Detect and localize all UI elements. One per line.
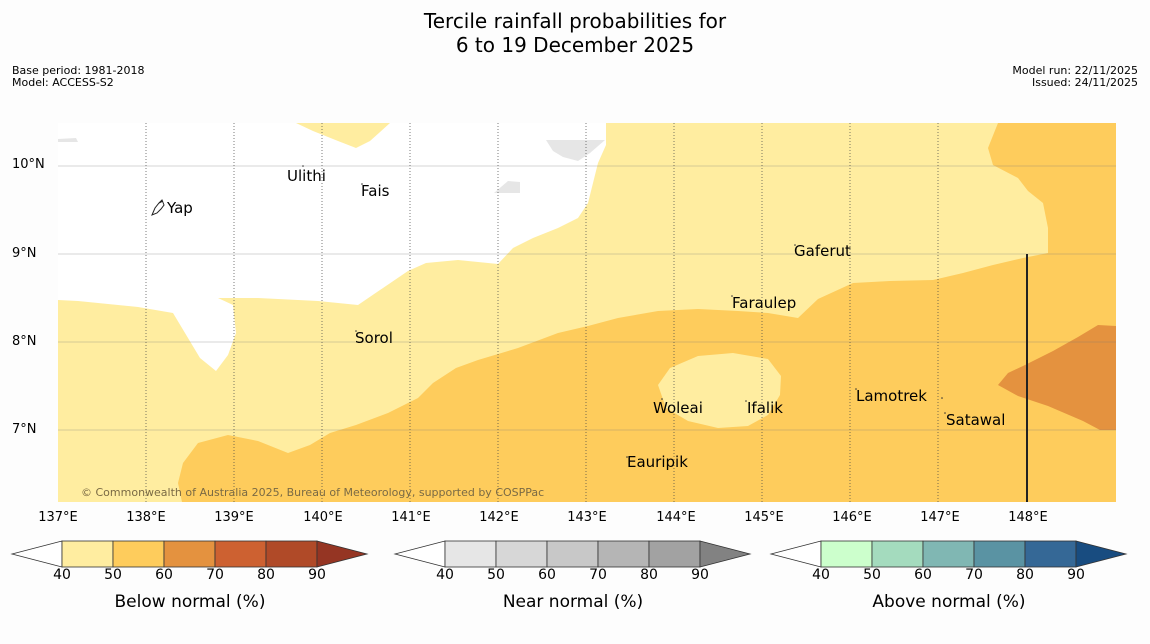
place-label-fais: Fais <box>361 182 390 200</box>
issued-text: Issued: 24/11/2025 <box>1031 76 1138 89</box>
above-normal-tick-50: 50 <box>863 567 881 583</box>
place-label-sorol: Sorol <box>355 329 393 347</box>
place-label-satawal: Satawal <box>946 411 1005 429</box>
below-normal-50-60-region <box>178 123 1116 502</box>
near-normal-tick-90: 90 <box>691 567 709 583</box>
near-normal-tick-70: 70 <box>589 567 607 583</box>
near-normal-40-50-patch-2 <box>494 181 520 193</box>
above-normal-swatch-60-70 <box>922 540 975 568</box>
lon-label-145e: 145°E <box>744 510 784 525</box>
lon-label-142e: 142°E <box>479 510 519 525</box>
below-normal-40-50-woleai-patch <box>658 353 781 428</box>
place-label-lamotrek: Lamotrek <box>856 387 927 405</box>
lon-label-146e: 146°E <box>832 510 872 525</box>
below-normal-over-triangle <box>316 540 369 568</box>
base-period-info: Base period: 1981-2018 Model: ACCESS-S2 <box>12 65 144 89</box>
lon-label-137e: 137°E <box>38 510 78 525</box>
below-normal-40-50-gaferut-tongue <box>848 186 973 201</box>
above-normal-colorbar-label: Above normal (%) <box>872 592 1026 612</box>
model-text: Model: ACCESS-S2 <box>12 76 114 89</box>
below-normal-swatch-50-60 <box>112 540 165 568</box>
place-label-yap: Yap <box>166 199 193 217</box>
yap-island-shape <box>151 199 165 216</box>
near-normal-under-triangle <box>393 540 446 568</box>
above-normal-tick-40: 40 <box>812 567 830 583</box>
below-normal-tick-40: 40 <box>53 567 71 583</box>
near-normal-swatch-40-50 <box>444 540 497 568</box>
below-normal-tick-80: 80 <box>257 567 275 583</box>
below-normal-swatch-70-80 <box>214 540 267 568</box>
near-normal-tick-40: 40 <box>436 567 454 583</box>
place-label-woleai: Woleai <box>653 399 703 417</box>
near-normal-over-triangle <box>699 540 752 568</box>
below-normal-tick-60: 60 <box>155 567 173 583</box>
lat-label-9n: 9°N <box>12 246 37 261</box>
place-label-ulithi: Ulithi <box>287 167 326 185</box>
lon-label-143e: 143°E <box>567 510 607 525</box>
below-normal-60-70-region <box>998 325 1116 430</box>
near-normal-swatch-80-90 <box>648 540 701 568</box>
lon-label-138e: 138°E <box>126 510 166 525</box>
lat-label-8n: 8°N <box>12 334 37 349</box>
lon-label-148e: 148°E <box>1008 510 1048 525</box>
place-label-ifalik: Ifalik <box>747 399 783 417</box>
above-normal-over-triangle <box>1075 540 1128 568</box>
above-normal-under-triangle <box>769 540 822 568</box>
near-normal-colorbar-label: Near normal (%) <box>502 592 644 612</box>
above-normal-tick-80: 80 <box>1016 567 1034 583</box>
above-normal-swatch-80-90 <box>1024 540 1077 568</box>
below-normal-40-50-north-patch <box>296 123 390 148</box>
near-normal-40-50-patch-3 <box>58 138 78 142</box>
lon-label-141e: 141°E <box>391 510 431 525</box>
near-normal-tick-50: 50 <box>487 567 505 583</box>
near-normal-40-50-patch-1 <box>546 140 605 161</box>
near-normal-tick-60: 60 <box>538 567 556 583</box>
place-label-eauripik: Eauripik <box>627 453 688 471</box>
copyright-notice: © Commonwealth of Australia 2025, Bureau… <box>81 486 544 499</box>
above-normal-tick-90: 90 <box>1067 567 1085 583</box>
near-normal-swatch-50-60 <box>495 540 548 568</box>
below-normal-tick-50: 50 <box>104 567 122 583</box>
colorbar-near-normal <box>393 540 752 568</box>
lon-label-147e: 147°E <box>920 510 960 525</box>
base-period-text: Base period: 1981-2018 <box>12 64 145 77</box>
above-normal-swatch-50-60 <box>871 540 924 568</box>
below-normal-tick-70: 70 <box>206 567 224 583</box>
below-normal-tick-90: 90 <box>308 567 326 583</box>
map-title-line-2: 6 to 19 December 2025 <box>455 33 695 57</box>
above-normal-tick-70: 70 <box>965 567 983 583</box>
island-markers <box>302 165 946 458</box>
longitude-gridlines <box>145 123 939 502</box>
colorbar-above-normal <box>769 540 1128 568</box>
probability-map[interactable]: Yap Ulithi Fais Gaferut Faraulep Sorol W… <box>58 123 1116 502</box>
above-normal-tick-60: 60 <box>914 567 932 583</box>
below-normal-swatch-80-90 <box>265 540 318 568</box>
colorbars <box>10 540 1128 568</box>
near-normal-swatch-60-70 <box>546 540 599 568</box>
near-normal-swatch-70-80 <box>597 540 650 568</box>
lat-label-10n: 10°N <box>12 157 45 172</box>
below-normal-swatch-40-50 <box>61 540 114 568</box>
lat-label-7n: 7°N <box>12 422 37 437</box>
colorbar-below-normal <box>10 540 369 568</box>
below-normal-colorbar-label: Below normal (%) <box>114 592 266 612</box>
below-normal-swatch-60-70 <box>163 540 216 568</box>
below-normal-under-triangle <box>10 540 63 568</box>
map-title-line-1: Tercile rainfall probabilities for <box>423 9 727 33</box>
lon-label-144e: 144°E <box>656 510 696 525</box>
model-run-info: Model run: 22/11/2025 Issued: 24/11/2025 <box>1012 65 1138 89</box>
above-normal-swatch-70-80 <box>973 540 1026 568</box>
lon-label-139e: 139°E <box>214 510 254 525</box>
lon-label-140e: 140°E <box>303 510 343 525</box>
above-normal-swatch-40-50 <box>820 540 873 568</box>
near-normal-tick-80: 80 <box>640 567 658 583</box>
model-run-text: Model run: 22/11/2025 <box>1012 64 1138 77</box>
place-label-faraulep: Faraulep <box>732 294 796 312</box>
place-label-gaferut: Gaferut <box>794 242 851 260</box>
